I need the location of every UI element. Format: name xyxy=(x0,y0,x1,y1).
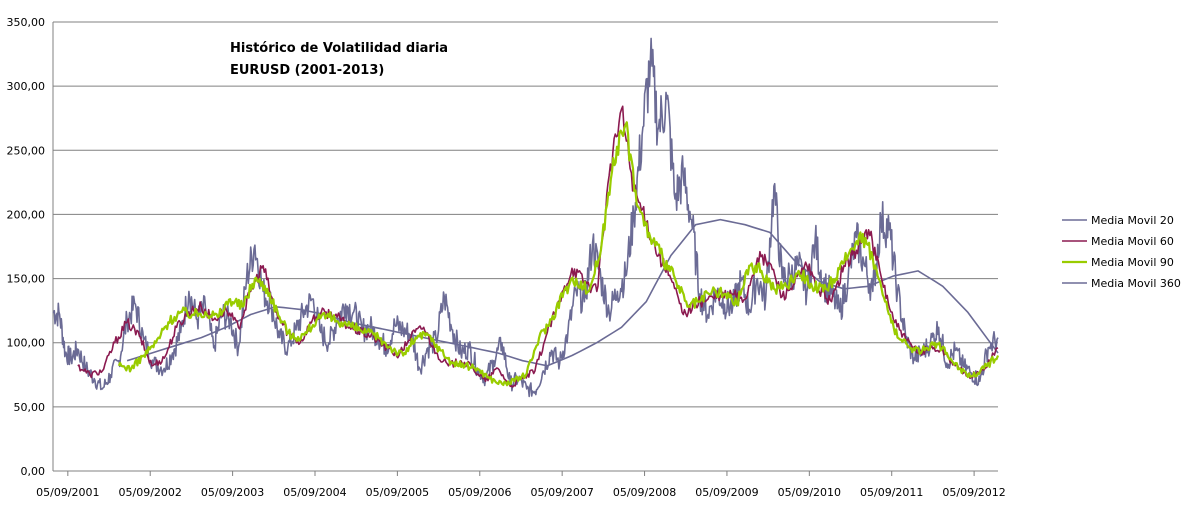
chart-title: Histórico de Volatilidad diaria EURUSD (… xyxy=(230,41,448,78)
y-tick-label: 150,00 xyxy=(7,273,46,286)
x-tick-label: 05/09/2006 xyxy=(448,486,511,499)
y-tick-label: 350,00 xyxy=(7,16,46,29)
x-tick-label: 05/09/2007 xyxy=(530,486,593,499)
x-tick-label: 05/09/2001 xyxy=(36,486,99,499)
chart-title-line-1: Histórico de Volatilidad diaria xyxy=(230,41,448,56)
series-line-media-movil-60 xyxy=(77,105,999,388)
x-tick-label: 05/09/2011 xyxy=(860,486,923,499)
chart-title-line-2: EURUSD (2001-2013) xyxy=(230,63,384,78)
x-tick-label: 05/09/2009 xyxy=(695,486,758,499)
y-tick-label: 250,00 xyxy=(7,144,46,157)
legend-label: Media Movil 20 xyxy=(1091,214,1174,227)
y-tick-label: 200,00 xyxy=(7,208,46,221)
x-tick-label: 05/09/2002 xyxy=(119,486,182,499)
y-tick-label: 0,00 xyxy=(21,465,46,478)
x-tick-label: 05/09/2012 xyxy=(942,486,1005,499)
x-tick-label: 05/09/2004 xyxy=(283,486,346,499)
y-tick-label: 50,00 xyxy=(14,401,46,414)
axis-layer: 0,00 50,00 100,00 150,00 200,00 250,00 300,00 3… xyxy=(7,16,1006,499)
legend-label: Media Movil 90 xyxy=(1091,256,1174,269)
legend-label: Media Movil 360 xyxy=(1091,277,1181,290)
x-tick-label: 05/09/2008 xyxy=(613,486,676,499)
y-tick-label: 300,00 xyxy=(7,80,46,93)
x-tick-label: 05/09/2010 xyxy=(778,486,841,499)
legend-label: Media Movil 60 xyxy=(1091,235,1174,248)
grid-layer xyxy=(53,21,998,408)
legend: Media Movil 20 Media Movil 60 Media Movil … xyxy=(1062,214,1181,290)
y-tick-label: 100,00 xyxy=(7,337,46,350)
x-tick-label: 05/09/2003 xyxy=(201,486,264,499)
series-layer xyxy=(52,37,1000,398)
x-tick-label: 05/09/2005 xyxy=(366,486,429,499)
series-line-media-movil-90 xyxy=(117,121,1000,387)
